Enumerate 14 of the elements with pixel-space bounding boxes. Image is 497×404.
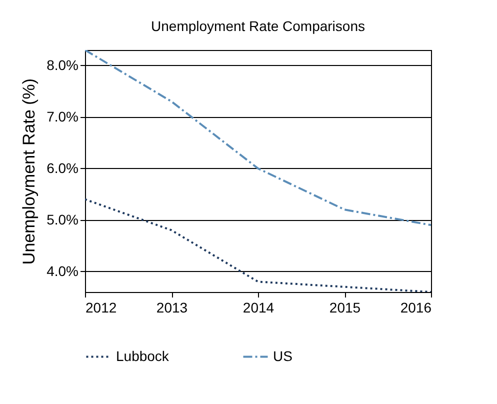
- x-tick-label: 2013: [156, 300, 188, 316]
- chart-title: Unemployment Rate Comparisons: [151, 18, 365, 34]
- y-axis-title: Unemployment Rate (%): [20, 78, 39, 265]
- x-tick-label: 2015: [329, 300, 361, 316]
- legend-label: US: [273, 348, 292, 364]
- x-tick-label: 2012: [86, 300, 117, 316]
- x-tick-label: 2014: [242, 300, 274, 316]
- y-tick-label: 6.0%: [46, 160, 78, 176]
- y-tick-label: 7.0%: [46, 108, 78, 124]
- y-tick-label: 4.0%: [46, 262, 78, 279]
- x-tick-label: 2016: [400, 300, 432, 316]
- y-tick-label: 5.0%: [46, 211, 78, 228]
- legend-label: Lubbock: [116, 348, 170, 364]
- y-tick-label: 8.0%: [46, 56, 78, 73]
